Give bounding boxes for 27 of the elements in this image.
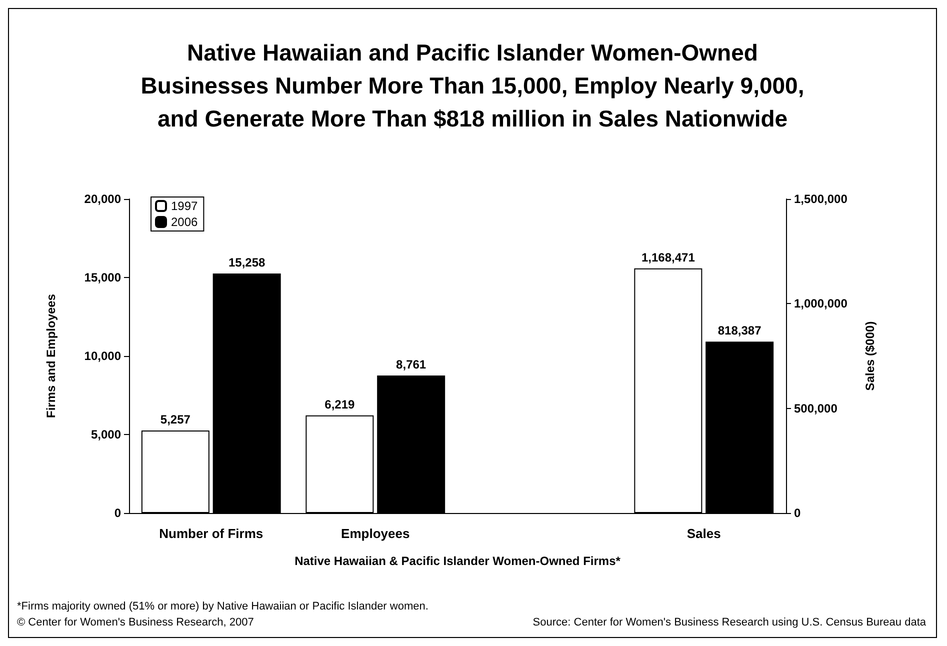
data-label: 15,258 [228,255,266,270]
y-axis-title: Firms and Employees [44,294,58,418]
y-tick-label: 15,000 [84,270,122,284]
data-label: 1,168,471 [641,250,696,264]
data-label: 818,387 [718,324,762,338]
y2-tick-label: 1,000,000 [794,296,848,311]
y-tick-label: 5,000 [90,428,122,442]
legend-label: 2006 [171,215,198,229]
x-tick-label: Number of Firms [159,526,264,541]
source-note: Source: Center for Women's Business Research using U.S. Census Bureau data [532,616,927,628]
y2-axis-title: Sales ($000) [863,321,877,391]
chart-title: Native Hawaiian and Pacific Islander Women-Owned Businesses Number More Than 15,000, Employ Nearly 9,000, and Generate More Than $818 million in Sales Nationwide [140,40,804,132]
x-tick-label: Sales [686,526,721,541]
y2-tick-label: 0 [794,506,801,520]
data-label: 5,257 [160,412,191,426]
y2-tick-label: 500,000 [794,401,838,416]
text: © Center for Women's Business Research, 2007 [17,616,254,628]
y-tick-label: 10,000 [84,349,122,363]
y2-tick-label: 1,500,000 [794,192,848,206]
y-tick-label: 20,000 [84,192,122,206]
legend-label: 1997 [171,199,198,213]
x-tick-label: Employees [341,526,410,541]
text: *Firms majority owned (51% or more) by Native Hawaiian or Pacific Islander women. [17,600,428,612]
data-label: 8,761 [396,357,426,372]
data-label: 6,219 [324,397,356,412]
x-axis-title: Native Hawaiian & Pacific Islander Women-Owned Firms* [294,554,621,568]
y-tick-label: 0 [114,506,122,520]
